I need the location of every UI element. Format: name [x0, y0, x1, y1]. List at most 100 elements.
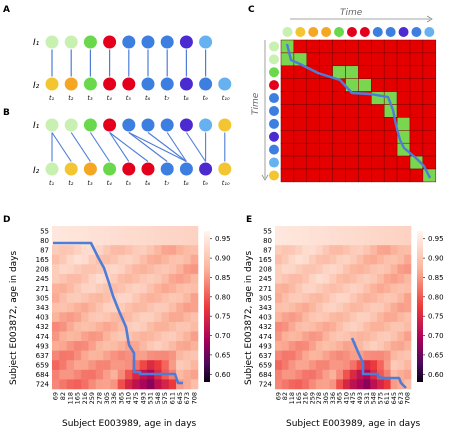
- series-label-i1: I₁: [33, 38, 40, 48]
- heatmap-cell: [336, 293, 344, 304]
- heatmap-cell: [176, 283, 184, 294]
- heatmap-cell: [183, 379, 191, 390]
- heatmap-cell: [343, 379, 351, 390]
- heatmap-cell: [370, 293, 378, 304]
- heatmap-cell: [370, 283, 378, 294]
- panel-a-bottom-circle: [103, 77, 117, 91]
- heatmap-cell: [397, 369, 405, 380]
- panel-c-cell: [422, 104, 437, 118]
- heatmap-cell: [161, 312, 170, 323]
- heatmap-cell: [59, 254, 67, 265]
- panel-b-top-circle: [103, 118, 117, 132]
- heatmap-y-tick: 55: [40, 227, 49, 235]
- heatmap-cell: [161, 283, 170, 294]
- panel-c-cell: [358, 130, 372, 144]
- heatmap-cell: [146, 350, 155, 361]
- heatmap-cell: [322, 293, 330, 304]
- panel-c-cell: [358, 39, 372, 54]
- heatmap-cell: [190, 350, 199, 361]
- heatmap-cell: [288, 264, 296, 275]
- panel-a-links: [51, 49, 207, 77]
- heatmap-cell: [356, 245, 364, 256]
- heatmap-cell: [363, 302, 371, 313]
- heatmap-cell: [154, 235, 162, 246]
- heatmap-x-tick: 575: [376, 392, 384, 404]
- heatmap-cell: [363, 341, 371, 351]
- heatmap-cell: [132, 245, 140, 256]
- heatmap-cell: [336, 321, 344, 332]
- panel-e-warping-path: [350, 337, 407, 389]
- heatmap-x-tick: 118: [288, 392, 296, 404]
- colorbar-tick-label: 0.80: [215, 293, 231, 301]
- heatmap-cell: [183, 341, 191, 351]
- heatmap-y-tick: 245: [259, 275, 272, 283]
- panel-c-cell: [280, 155, 295, 170]
- heatmap-cell: [281, 312, 289, 323]
- heatmap-cell: [390, 273, 398, 284]
- colorbar-tick-label: 0.60: [215, 371, 231, 379]
- heatmap-x-tick: 365: [117, 392, 125, 404]
- heatmap-cell: [154, 350, 162, 361]
- panel-c-cell: [409, 104, 424, 118]
- panel-a-bottom-row: [45, 77, 232, 91]
- panel-c-cell: [396, 78, 411, 92]
- panel-c-cell: [293, 130, 308, 144]
- heatmap-cell: [302, 331, 310, 342]
- heatmap-cell: [370, 245, 378, 256]
- heatmap-y-tick: 637: [36, 352, 49, 360]
- heatmap-cell: [349, 360, 357, 371]
- heatmap-cell: [52, 350, 60, 361]
- heatmap-y-tick: 493: [36, 342, 49, 350]
- heatmap-cell: [322, 283, 330, 294]
- heatmap-cell: [397, 235, 405, 246]
- heatmap-cell: [343, 293, 351, 304]
- heatmap-cell: [190, 283, 199, 294]
- colorbar-gradient: [417, 231, 423, 382]
- heatmap-cell: [349, 264, 357, 275]
- colorbar-tick-label: 0.90: [215, 255, 231, 263]
- heatmap-cell: [66, 369, 75, 380]
- panel-c-cell: [422, 130, 437, 144]
- heatmap-cell: [117, 331, 126, 342]
- panel-b-link: [109, 132, 130, 162]
- heatmap-x-tick: 708: [190, 392, 198, 404]
- heatmap-cell: [154, 226, 162, 236]
- heatmap-cell: [154, 273, 162, 284]
- heatmap-cell: [349, 350, 357, 361]
- panel-b-bottom-circle: [122, 162, 136, 176]
- panel-c-cell: [371, 142, 385, 157]
- heatmap-cell: [329, 254, 337, 265]
- panel-c-cell: [383, 78, 398, 92]
- heatmap-cell: [295, 350, 303, 361]
- panel-c-cell: [345, 130, 359, 144]
- heatmap-cell: [390, 293, 398, 304]
- heatmap-cell: [52, 341, 60, 351]
- panel-c-left-circle: [269, 157, 279, 168]
- heatmap-cell: [377, 321, 385, 332]
- heatmap-cell: [322, 273, 330, 284]
- heatmap-cell: [59, 264, 67, 275]
- heatmap-cell: [66, 321, 75, 332]
- heatmap-cell: [52, 312, 60, 323]
- panel-c-cell: [280, 65, 295, 79]
- panel-c-cell: [293, 91, 308, 105]
- heatmap-cell: [370, 379, 378, 390]
- heatmap-cell: [390, 302, 398, 313]
- heatmap-cell: [117, 283, 126, 294]
- heatmap-cell: [52, 273, 60, 284]
- heatmap-cell: [139, 273, 148, 284]
- panel-c-cell: [345, 117, 359, 131]
- heatmap-cell: [132, 312, 140, 323]
- panel-c-cell: [332, 155, 346, 170]
- heatmap-cell: [81, 245, 89, 256]
- heatmap-x-tick: 278: [95, 392, 103, 404]
- heatmap-cell: [59, 350, 67, 361]
- series-label-i2-b: I₂: [33, 166, 40, 176]
- heatmap-cell: [176, 245, 184, 256]
- heatmap-cell: [275, 350, 283, 361]
- panel-c-cell: [409, 52, 424, 67]
- heatmap-cell: [73, 226, 82, 236]
- heatmap-cell: [309, 360, 317, 371]
- panel-c-cell: [345, 104, 359, 118]
